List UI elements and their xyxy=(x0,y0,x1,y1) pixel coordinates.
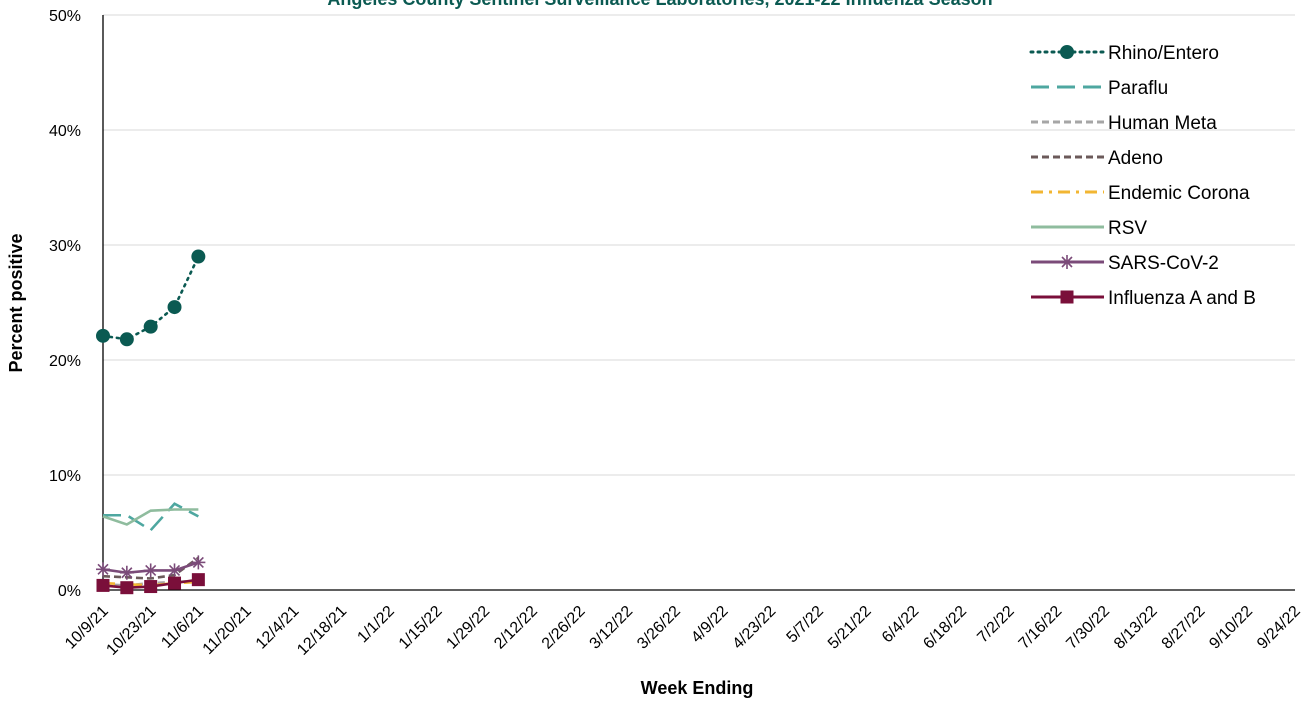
legend-item-influenza-a-and-b: Influenza A and B xyxy=(1031,288,1256,309)
series-adeno xyxy=(102,556,200,580)
x-tick-label: 7/30/22 xyxy=(1063,603,1113,653)
data-point xyxy=(191,555,206,570)
series-layer xyxy=(96,249,206,595)
x-tick-label: 6/18/22 xyxy=(920,603,970,653)
data-point xyxy=(191,249,206,264)
x-tick-label: 7/2/22 xyxy=(974,603,1018,647)
legend-marker xyxy=(1060,45,1074,59)
gridlines xyxy=(103,14,1295,476)
y-tick-label: 20% xyxy=(49,353,81,370)
y-axis-ticks: 0% 10% 20% 30% 40% 50% xyxy=(49,8,81,600)
series-line-rsv xyxy=(102,508,199,526)
y-axis-label: Percent positive xyxy=(6,233,26,372)
legend-label: Human Meta xyxy=(1108,113,1217,134)
x-tick-label: 9/24/22 xyxy=(1254,603,1304,653)
legend-label: Influenza A and B xyxy=(1108,288,1256,309)
legend-label: Endemic Corona xyxy=(1108,183,1250,204)
legend-item-adeno: Adeno xyxy=(1031,148,1163,169)
data-point xyxy=(167,563,182,578)
data-point xyxy=(96,562,110,577)
series-rhino-entero xyxy=(96,249,206,347)
legend-label: Paraflu xyxy=(1108,78,1168,99)
title-wrap: Angeles County Sentinel Surveillance Lab… xyxy=(327,0,992,9)
legend-item-paraflu: Paraflu xyxy=(1031,78,1168,99)
legend-item-rhino-entero: Rhino/Entero xyxy=(1029,43,1219,64)
legend-marker xyxy=(1060,290,1074,304)
x-tick-label: 2/12/22 xyxy=(491,603,541,653)
data-point xyxy=(96,578,110,592)
x-tick-label: 10/23/21 xyxy=(103,603,159,659)
x-tick-label: 8/27/22 xyxy=(1159,603,1209,653)
x-tick-label: 1/29/22 xyxy=(443,603,493,653)
series-line-adeno xyxy=(102,556,200,580)
x-tick-label: 3/12/22 xyxy=(587,603,637,653)
series-sars-cov-2 xyxy=(96,555,206,580)
data-point xyxy=(191,573,205,587)
legend-label: Adeno xyxy=(1108,148,1163,169)
x-tick-label: 2/26/22 xyxy=(539,603,589,653)
data-point xyxy=(143,563,158,578)
x-tick-label: 3/26/22 xyxy=(634,603,684,653)
data-point xyxy=(143,319,158,334)
x-tick-label: 5/21/22 xyxy=(825,603,875,653)
y-tick-label: 0% xyxy=(58,583,81,600)
x-axis-label: Week Ending xyxy=(641,678,754,698)
legend-label: RSV xyxy=(1108,218,1147,239)
legend-label: Rhino/Entero xyxy=(1108,43,1219,64)
data-point xyxy=(144,580,158,594)
data-point xyxy=(96,328,110,343)
x-tick-label: 9/10/22 xyxy=(1206,603,1256,653)
x-tick-label: 6/4/22 xyxy=(879,603,923,647)
legend-label: SARS-CoV-2 xyxy=(1108,253,1219,274)
axes xyxy=(102,15,1295,591)
data-point xyxy=(119,332,134,347)
x-tick-label: 7/16/22 xyxy=(1016,603,1066,653)
y-tick-label: 40% xyxy=(49,123,81,140)
legend-item-rsv: RSV xyxy=(1031,218,1147,239)
series-influenza-a-and-b xyxy=(96,573,205,595)
legend-item-sars-cov-2: SARS-CoV-2 xyxy=(1031,253,1219,274)
x-tick-label: 1/15/22 xyxy=(396,603,446,653)
legend-item-endemic-corona: Endemic Corona xyxy=(1031,183,1250,204)
y-tick-label: 30% xyxy=(49,238,81,255)
y-tick-label: 50% xyxy=(49,8,81,25)
data-point xyxy=(119,565,134,580)
legend: Rhino/Entero Paraflu Human Meta Adeno Endemi… xyxy=(1029,43,1256,309)
x-tick-label: 8/13/22 xyxy=(1111,603,1161,653)
data-point xyxy=(120,581,134,595)
x-tick-label: 1/1/22 xyxy=(354,603,398,647)
x-tick-label: 11/20/21 xyxy=(200,603,255,658)
chart-title: Angeles County Sentinel Surveillance Lab… xyxy=(327,0,992,9)
x-tick-label: 12/18/21 xyxy=(294,603,350,659)
data-point xyxy=(167,300,182,315)
data-point xyxy=(168,576,182,590)
legend-marker xyxy=(1060,255,1074,269)
y-tick-label: 10% xyxy=(49,468,81,485)
x-tick-label: 4/23/22 xyxy=(730,603,780,653)
x-tick-label: 5/7/22 xyxy=(784,603,828,647)
series-line-paraflu xyxy=(103,502,199,532)
series-rsv xyxy=(102,508,199,526)
x-axis-ticks: 10/9/2110/23/2111/6/2111/20/2112/4/2112/… xyxy=(62,603,1304,659)
series-paraflu xyxy=(103,502,199,532)
x-tick-label: 4/9/22 xyxy=(688,603,732,647)
legend-item-human-meta: Human Meta xyxy=(1031,113,1217,134)
